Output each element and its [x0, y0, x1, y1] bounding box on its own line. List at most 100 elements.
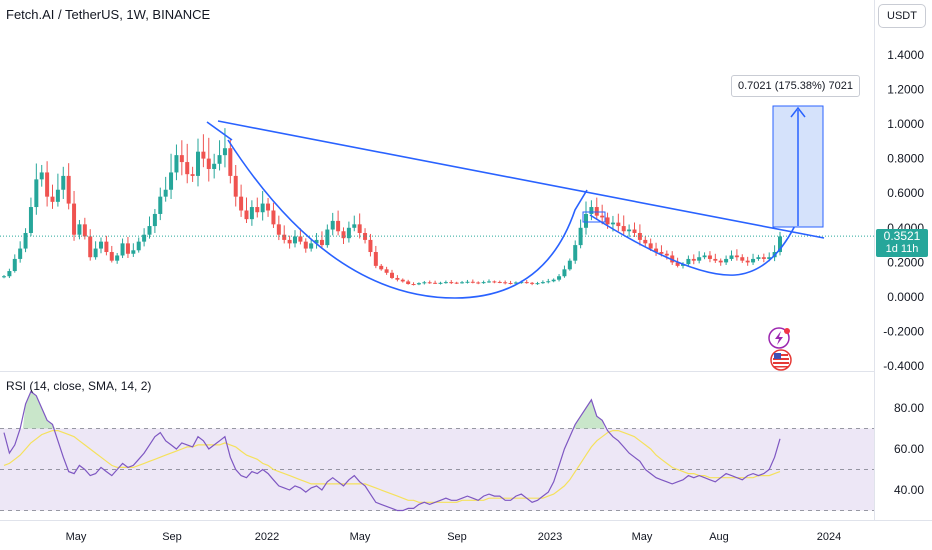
candle-body	[400, 279, 405, 282]
candle-body	[546, 281, 551, 283]
candle-body	[729, 255, 734, 259]
candle-body	[158, 196, 163, 214]
candle-body	[298, 236, 303, 242]
candle-body	[524, 282, 529, 284]
candle-body	[621, 226, 626, 232]
candle-body	[142, 234, 147, 242]
handle-curve	[589, 214, 801, 276]
candle-body	[330, 220, 335, 230]
candle-body	[379, 265, 384, 270]
candle-body	[497, 281, 502, 283]
candle-body	[325, 229, 330, 246]
candle-body	[562, 269, 567, 277]
candle-body	[449, 282, 454, 284]
candle-body	[18, 248, 23, 259]
candle-body	[276, 224, 281, 235]
candle-body	[206, 158, 211, 169]
candle-body	[152, 213, 157, 227]
currency-button[interactable]: USDT	[878, 4, 926, 28]
price-tick-label: 1.4000	[887, 48, 924, 62]
price-tick-label: 0.6000	[887, 186, 924, 200]
candle-body	[109, 252, 114, 261]
price-pane[interactable]	[0, 128, 874, 286]
lightning-icon[interactable]	[768, 327, 790, 349]
rsi-ma-line	[3, 430, 781, 503]
candle-body	[761, 257, 766, 259]
candle-body	[454, 282, 459, 284]
candle-body	[433, 282, 438, 284]
candle-body	[589, 207, 594, 214]
candle-body	[390, 272, 394, 278]
candle-body	[416, 283, 421, 285]
measure-arrow-head	[790, 106, 806, 118]
candle-body	[28, 207, 33, 233]
price-tick-label: 1.2000	[887, 82, 924, 96]
chart-title: Fetch.AI / TetherUS, 1W, BINANCE	[6, 7, 211, 22]
candle-body	[724, 258, 729, 263]
time-tick-label: May	[350, 531, 371, 543]
candle-body	[233, 175, 238, 197]
measure-tool-label: 0.7021 (175.38%) 7021	[731, 75, 860, 97]
candle-body	[163, 189, 168, 197]
time-tick-label: 2022	[255, 531, 279, 543]
price-tick-label: -0.2000	[883, 325, 924, 339]
last-price-tag: 0.3521 1d 11h	[876, 229, 928, 257]
candle-body	[185, 162, 190, 175]
us-flag-icon[interactable]	[770, 349, 792, 371]
candle-body	[778, 236, 782, 253]
candle-body	[336, 220, 341, 232]
time-tick-label: Sep	[162, 531, 182, 543]
candle-body	[470, 281, 475, 283]
candle-body	[578, 227, 583, 246]
handle-box	[582, 211, 606, 223]
candle-body	[147, 226, 152, 235]
candle-body	[734, 255, 739, 258]
candle-body	[222, 148, 227, 156]
candle-body	[282, 234, 287, 240]
candle-body	[610, 222, 615, 225]
candle-body	[513, 282, 518, 284]
time-tick-label: Aug	[709, 531, 729, 543]
descending-trendline	[217, 120, 825, 239]
candle-body	[481, 282, 486, 284]
candle-body	[718, 260, 723, 263]
candle-body	[39, 172, 44, 180]
candle-body	[616, 222, 621, 227]
price-tick-label: 0.8000	[887, 152, 924, 166]
candle-body	[319, 239, 324, 246]
candle-body	[196, 151, 200, 176]
candle-body	[260, 203, 265, 213]
candle-body	[632, 229, 637, 233]
candle-body	[99, 241, 103, 249]
candle-body	[136, 241, 141, 251]
candle-body	[503, 282, 508, 284]
rsi-overbought-fill	[22, 391, 605, 429]
candle-body	[643, 239, 648, 244]
candle-body	[66, 175, 71, 204]
candle-body	[12, 258, 17, 272]
candle-body	[169, 172, 174, 190]
bar-countdown: 1d 11h	[885, 243, 919, 255]
candle-body	[131, 250, 136, 254]
rsi-pane[interactable]	[0, 390, 874, 512]
candle-body	[255, 207, 260, 213]
candle-body	[535, 283, 540, 285]
candle-body	[411, 284, 416, 286]
candle-body	[557, 276, 562, 280]
candle-body	[287, 239, 292, 244]
last-price-value: 0.3521	[883, 229, 921, 243]
candle-body	[77, 224, 82, 235]
candle-body	[7, 271, 12, 277]
candle-body	[23, 232, 28, 249]
candle-body	[654, 248, 659, 253]
candle-body	[594, 207, 599, 216]
rsi-tick-label: 40.00	[894, 483, 924, 497]
rsi-indicator-label[interactable]: RSI (14, close, SMA, 14, 2)	[6, 379, 152, 393]
drawings[interactable]	[206, 105, 825, 299]
candle-body	[492, 281, 497, 283]
candle-body	[438, 282, 443, 284]
candle-body	[368, 239, 373, 253]
candle-body	[309, 243, 314, 249]
candle-body	[664, 253, 669, 256]
